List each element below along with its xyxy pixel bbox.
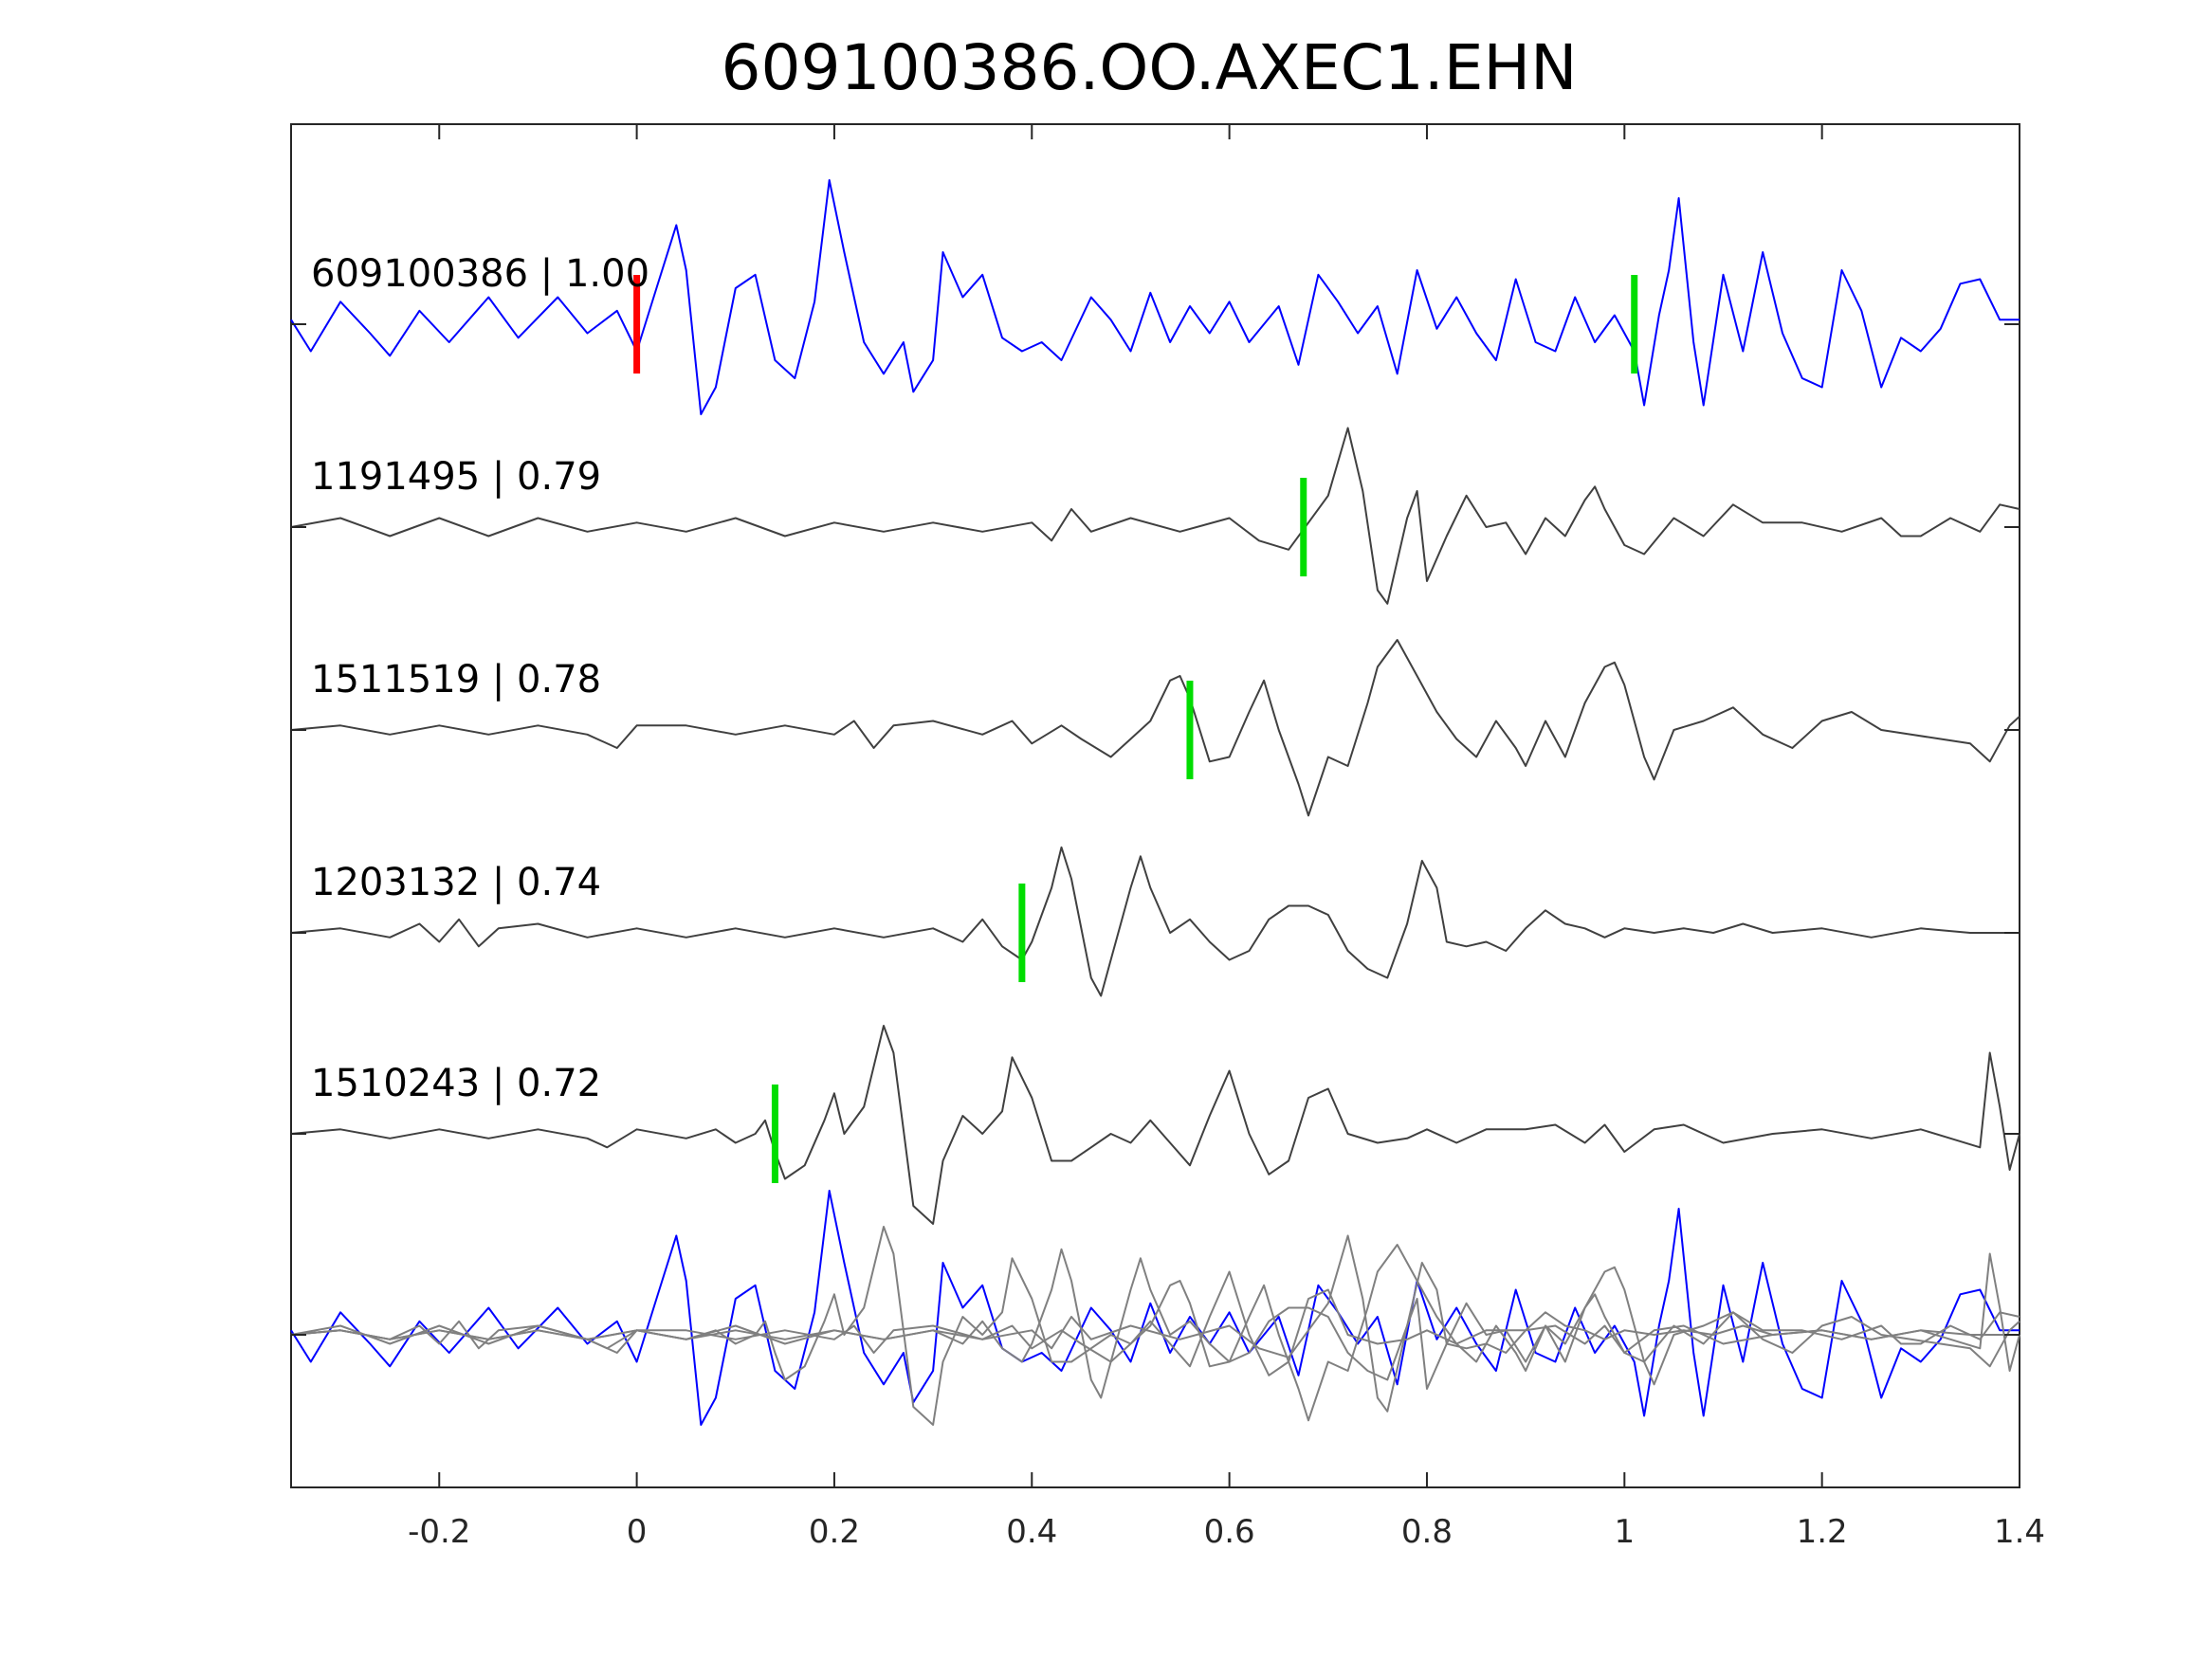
x-tick-label: 0.2	[809, 1513, 860, 1551]
x-tick-label: 1	[1614, 1513, 1635, 1551]
overlay-group	[290, 1190, 2020, 1426]
trace-1191495	[290, 427, 2020, 605]
trace-1511519	[290, 639, 2020, 817]
x-tick-label: -0.2	[408, 1513, 470, 1551]
trace-label-1510243: 1510243 | 0.72	[311, 1062, 601, 1105]
overlay-trace-1191495	[290, 1234, 2020, 1413]
trace-label-1511519: 1511519 | 0.78	[311, 658, 601, 702]
trace-label-1203132: 1203132 | 0.74	[311, 861, 601, 904]
x-tick-label: 0.8	[1401, 1513, 1453, 1551]
trace-609100386	[290, 179, 2020, 415]
x-tick-label: 1.4	[1994, 1513, 2045, 1551]
x-tick-label: 0.6	[1204, 1513, 1255, 1551]
markers-group	[633, 275, 1638, 1183]
overlay-trace-1511519	[290, 1244, 2020, 1422]
x-tick-label: 0	[627, 1513, 648, 1551]
x-tick-label: 1.2	[1797, 1513, 1848, 1551]
traces-group	[290, 179, 2020, 1225]
trace-label-609100386: 609100386 | 1.00	[311, 252, 649, 296]
trace-1510243	[290, 1025, 2020, 1225]
overlay-trace-609100386	[290, 1190, 2020, 1426]
trace-1203132	[290, 846, 2020, 997]
plot-area-frame	[290, 123, 2020, 1488]
trace-label-1191495: 1191495 | 0.79	[311, 455, 601, 499]
x-tick-label: 0.4	[1006, 1513, 1057, 1551]
overlay-trace-1510243	[290, 1226, 2020, 1426]
chart-title: 609100386.OO.AXEC1.EHN	[722, 31, 1578, 104]
trace-labels-group: 609100386 | 1.00 1191495 | 0.79 1511519 | …	[311, 252, 649, 1105]
x-axis: -0.2 0 0.2 0.4 0.6 0.8 1 1.2 1.4	[408, 124, 2045, 1551]
